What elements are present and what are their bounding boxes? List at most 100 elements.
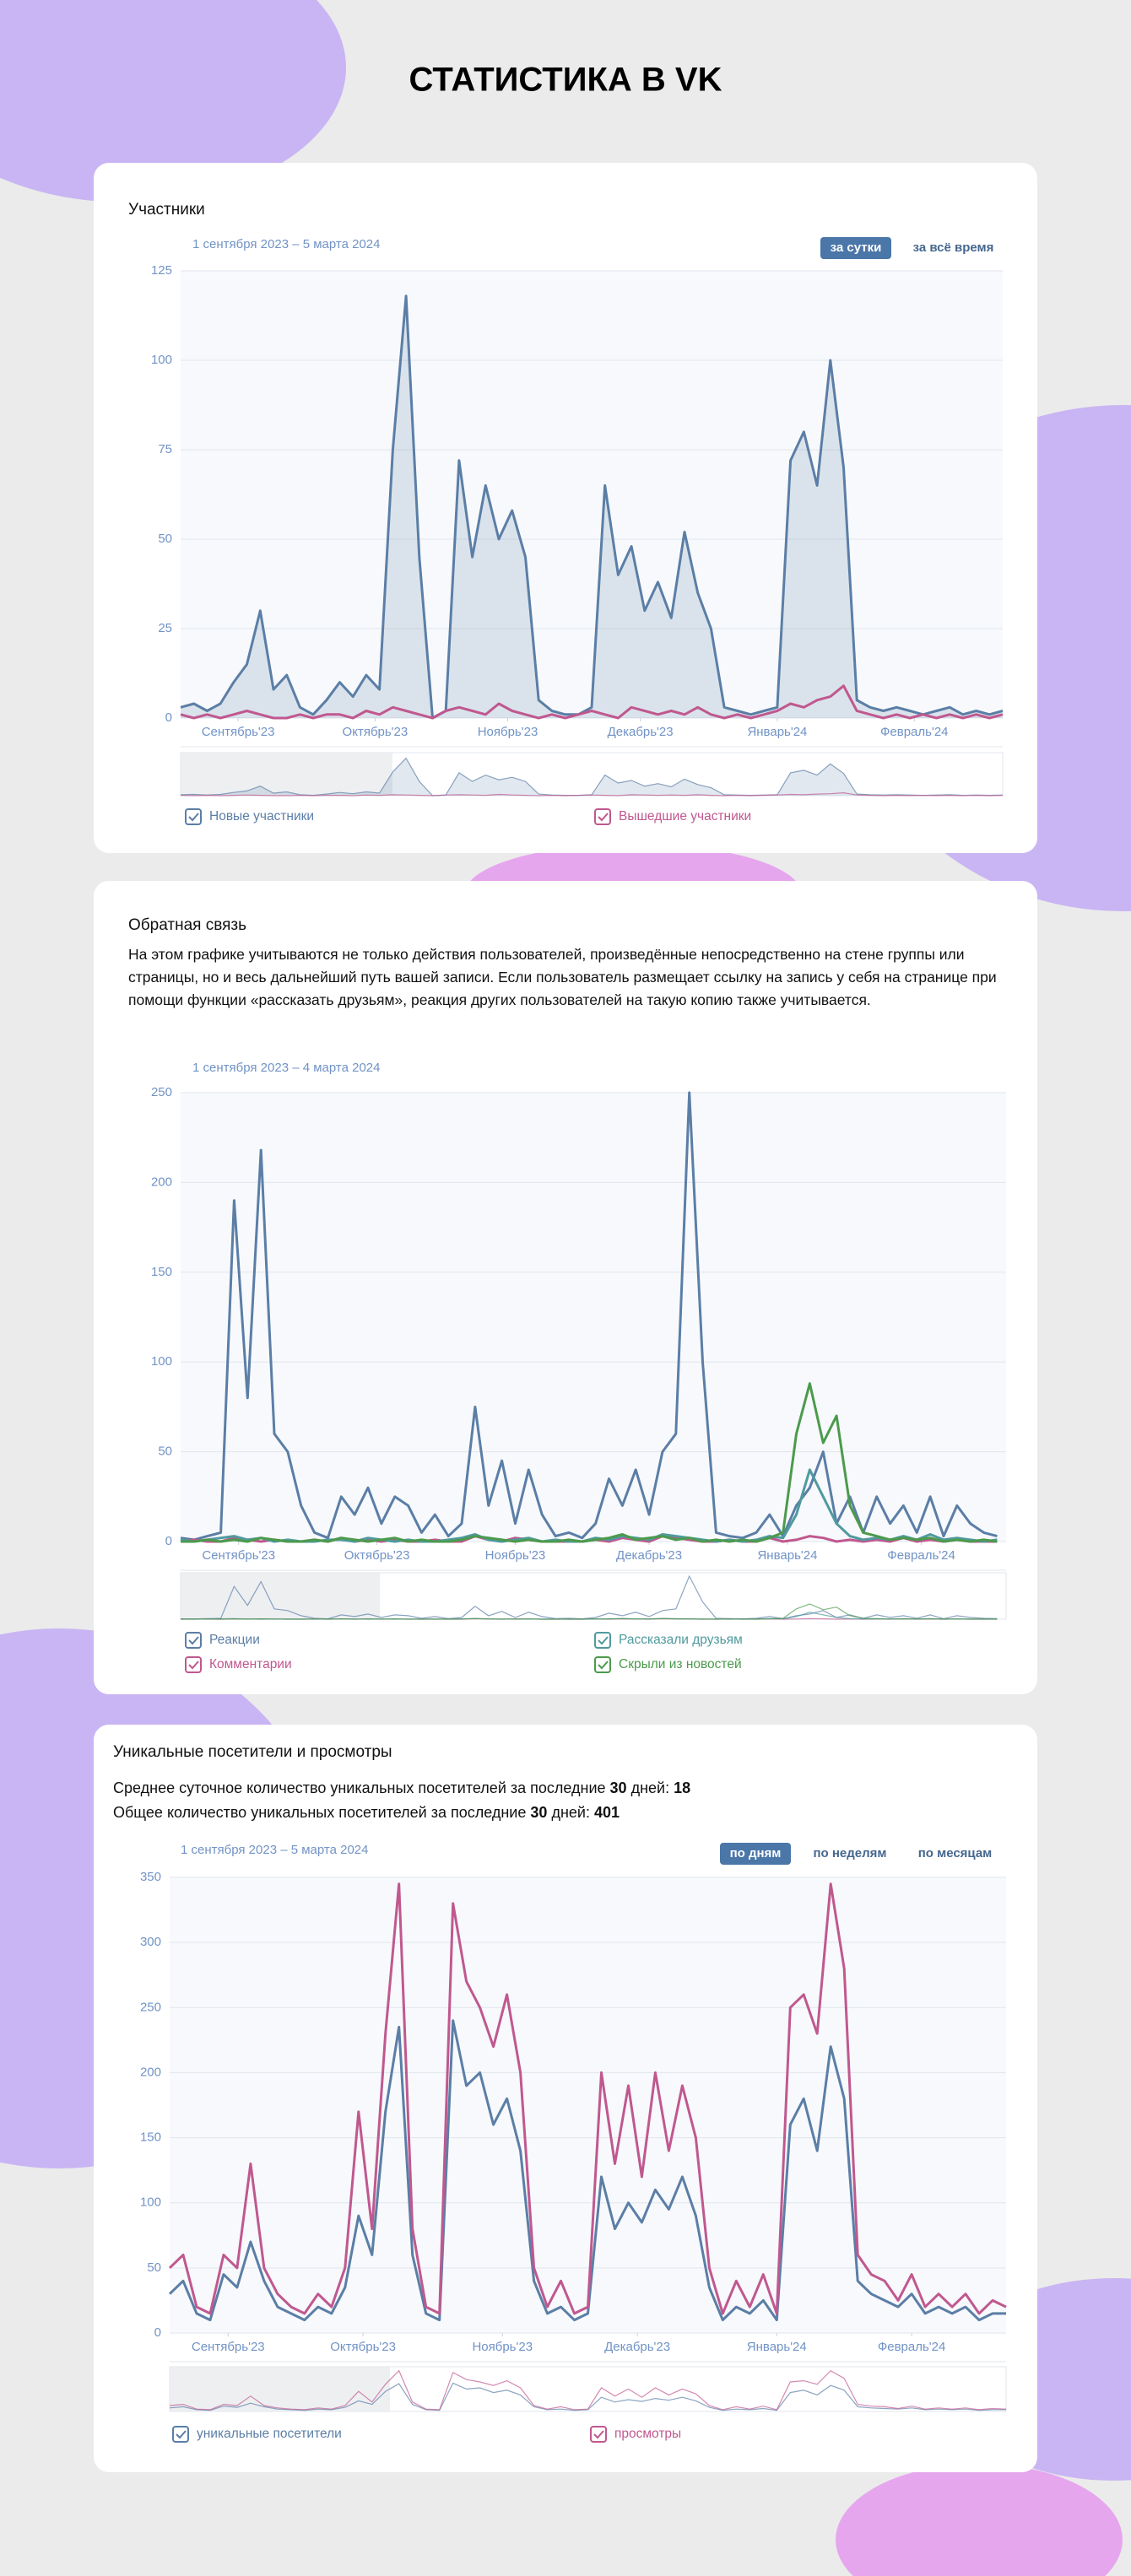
description: На этом графике учитываются не только де… bbox=[128, 946, 997, 1008]
y-tick-label: 0 bbox=[165, 1534, 172, 1548]
line bbox=[180, 684, 1004, 720]
button[interactable]: по месяцам bbox=[918, 1846, 993, 1860]
x-tick-label: Ноябрь'23 bbox=[478, 725, 538, 739]
stat-days-label: дней: bbox=[631, 1779, 670, 1796]
navigator-shade bbox=[181, 1573, 380, 1619]
stat-value: 401 bbox=[594, 1804, 620, 1821]
legend-check bbox=[176, 2430, 187, 2439]
legend-checkbox[interactable] bbox=[185, 1632, 202, 1649]
legend-label[interactable]: Скрыли из новостей bbox=[619, 1657, 742, 1671]
date-range[interactable]: 1 сентября 2023 – 5 марта 2024 bbox=[192, 237, 381, 251]
x-tick-label: Октябрь'23 bbox=[330, 2340, 396, 2354]
y-tick-label: 100 bbox=[151, 1354, 172, 1369]
plot-area bbox=[170, 1877, 1006, 2333]
stat-line: Общее количество уникальных посетителей … bbox=[113, 1804, 620, 1821]
button-bg[interactable] bbox=[720, 1843, 791, 1865]
legend-checkbox[interactable] bbox=[590, 2426, 607, 2443]
x-tick-label: Сентябрь'23 bbox=[202, 725, 275, 739]
date-range[interactable]: 1 сентября 2023 – 5 марта 2024 bbox=[181, 1843, 369, 1857]
x-tick-label: Январь'24 bbox=[757, 1548, 817, 1563]
area bbox=[181, 295, 1003, 718]
navigator-shade bbox=[181, 753, 392, 796]
stat-days: 30 bbox=[610, 1779, 627, 1796]
stat-label: Общее количество уникальных посетителей … bbox=[113, 1804, 526, 1821]
x-tick-label: Февраль'24 bbox=[878, 2340, 946, 2354]
x-tick-label: Декабрь'23 bbox=[616, 1548, 682, 1563]
stat-days: 30 bbox=[530, 1804, 547, 1821]
legend-checkbox[interactable] bbox=[172, 2426, 189, 2443]
legend-check bbox=[188, 1661, 199, 1670]
navigator-area-fill bbox=[181, 758, 1003, 796]
chart-title: Обратная связь bbox=[128, 916, 246, 934]
y-tick-label: 200 bbox=[140, 2065, 161, 2079]
plot-area bbox=[181, 271, 1003, 718]
y-tick-label: 200 bbox=[151, 1175, 172, 1189]
page-title: СТАТИСТИКА В VK bbox=[409, 62, 722, 99]
y-tick-label: 250 bbox=[140, 2000, 161, 2014]
navigator-shade bbox=[170, 2367, 390, 2411]
legend-checkbox[interactable] bbox=[594, 1656, 611, 1673]
x-tick-label: Февраль'24 bbox=[887, 1548, 955, 1563]
x-tick-label: Октябрь'23 bbox=[343, 725, 409, 739]
y-tick-label: 350 bbox=[140, 1870, 161, 1884]
x-tick-label: Январь'24 bbox=[747, 2340, 807, 2354]
y-tick-label: 100 bbox=[140, 2195, 161, 2210]
x-tick-label: Декабрь'23 bbox=[604, 2340, 670, 2354]
y-tick-label: 100 bbox=[151, 353, 172, 367]
legend-checkbox[interactable] bbox=[594, 1632, 611, 1649]
button-bg[interactable] bbox=[820, 237, 891, 259]
blob bbox=[0, 0, 346, 203]
y-tick-label: 125 bbox=[151, 263, 172, 278]
date-range[interactable]: 1 сентября 2023 – 4 марта 2024 bbox=[192, 1061, 381, 1075]
chart-title: Участники bbox=[128, 201, 205, 219]
plot-area bbox=[181, 1093, 1006, 1542]
y-tick-label: 50 bbox=[158, 532, 172, 546]
legend-label[interactable]: Вышедшие участники bbox=[619, 809, 751, 824]
blob bbox=[836, 2464, 1123, 2576]
stat-value: 18 bbox=[674, 1779, 690, 1796]
x-tick-label: Сентябрь'23 bbox=[192, 2340, 265, 2354]
x-tick-label: Ноябрь'23 bbox=[472, 2340, 533, 2354]
x-tick-label: Октябрь'23 bbox=[344, 1548, 410, 1563]
x-tick-label: Январь'24 bbox=[747, 725, 807, 739]
y-tick-label: 0 bbox=[154, 2325, 161, 2340]
legend-label[interactable]: уникальные посетители bbox=[197, 2427, 342, 2441]
button[interactable]: по неделям bbox=[813, 1846, 886, 1860]
line bbox=[181, 1382, 998, 1543]
legend-check bbox=[188, 813, 199, 822]
legend-check bbox=[593, 2430, 604, 2439]
y-tick-label: 150 bbox=[140, 2130, 161, 2145]
legend-label[interactable]: Новые участники bbox=[209, 809, 314, 824]
y-tick-label: 150 bbox=[151, 1265, 172, 1279]
chart-title: Уникальные посетители и просмотры bbox=[113, 1743, 392, 1761]
legend-check bbox=[598, 813, 609, 822]
legend-label[interactable]: Рассказали друзьям bbox=[619, 1633, 743, 1647]
navigator-line bbox=[181, 1603, 998, 1620]
stat-line: Среднее суточное количество уникальных п… bbox=[113, 1779, 690, 1796]
button[interactable]: за сутки bbox=[831, 240, 882, 255]
legend-label[interactable]: просмотры bbox=[614, 2427, 681, 2441]
line bbox=[168, 2019, 1006, 2322]
navigator-line bbox=[169, 2382, 1006, 2411]
line bbox=[168, 1882, 1007, 2315]
navigator-line bbox=[169, 2369, 1007, 2411]
y-tick-label: 0 bbox=[165, 710, 172, 725]
y-tick-label: 25 bbox=[158, 621, 172, 635]
legend-checkbox[interactable] bbox=[185, 1656, 202, 1673]
legend-check bbox=[598, 1661, 609, 1670]
legend-check bbox=[598, 1636, 609, 1645]
legend-label[interactable]: Комментарии bbox=[209, 1657, 292, 1671]
legend-checkbox[interactable] bbox=[594, 808, 611, 825]
x-tick-label: Декабрь'23 bbox=[608, 725, 674, 739]
legend-checkbox[interactable] bbox=[185, 808, 202, 825]
stat-label: Среднее суточное количество уникальных п… bbox=[113, 1779, 606, 1796]
line bbox=[180, 294, 1004, 720]
button[interactable]: по дням bbox=[730, 1846, 782, 1860]
x-tick-label: Ноябрь'23 bbox=[485, 1548, 546, 1563]
y-tick-label: 250 bbox=[151, 1085, 172, 1099]
legend-label[interactable]: Реакции bbox=[209, 1633, 260, 1647]
navigator-line bbox=[180, 791, 1004, 797]
button[interactable]: за всё время bbox=[913, 240, 994, 255]
stat-days-label: дней: bbox=[551, 1804, 590, 1821]
